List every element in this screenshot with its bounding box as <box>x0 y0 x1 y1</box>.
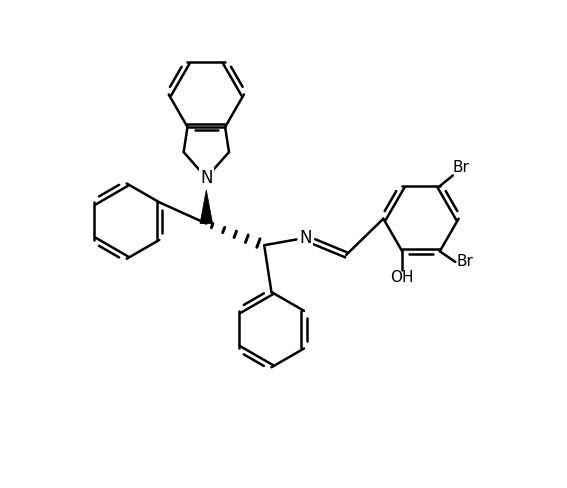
Text: N: N <box>299 229 311 247</box>
Text: Br: Br <box>456 254 473 269</box>
Text: OH: OH <box>391 269 414 285</box>
Text: N: N <box>200 169 213 187</box>
Text: Br: Br <box>453 160 469 175</box>
Polygon shape <box>200 190 213 224</box>
